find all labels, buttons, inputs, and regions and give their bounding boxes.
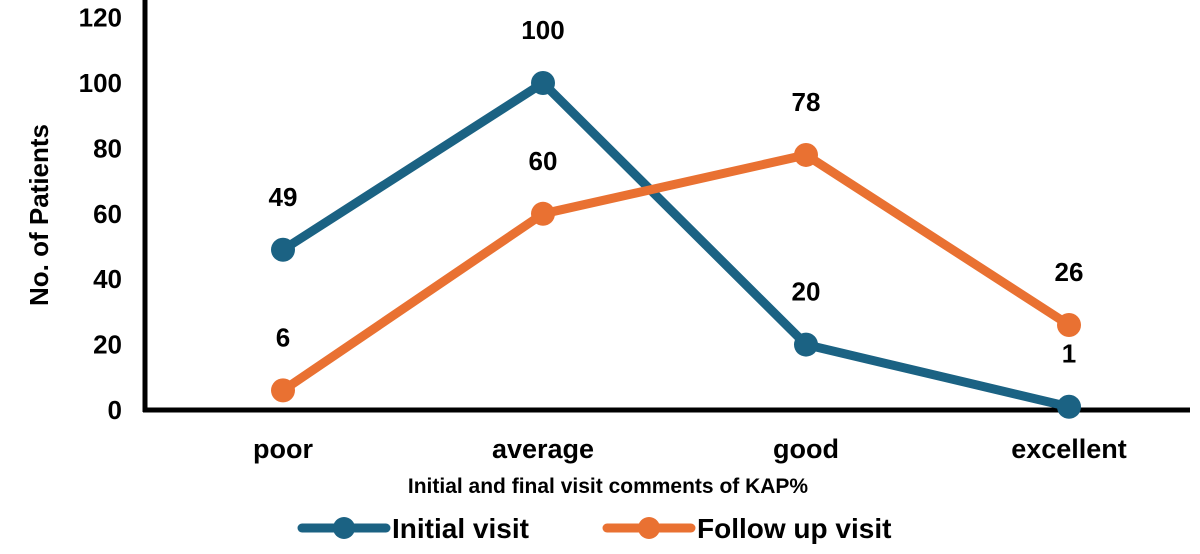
data-label: 6	[276, 322, 290, 352]
legend-label: Follow up visit	[697, 513, 891, 544]
legend-label: Initial visit	[392, 513, 529, 544]
data-label: 20	[792, 277, 821, 307]
legend: Initial visit Follow up visit	[297, 513, 891, 544]
data-point	[271, 237, 295, 262]
y-tick-label: 80	[93, 133, 122, 163]
data-label: 26	[1055, 257, 1084, 287]
x-tick-label: poor	[253, 434, 313, 464]
data-point	[271, 378, 295, 403]
x-axis-label: Initial and final visit comments of KAP%	[408, 475, 809, 498]
legend-marker	[638, 517, 660, 539]
series-line-follow-up	[280, 150, 1072, 395]
data-label: 49	[269, 182, 298, 212]
data-point	[531, 71, 555, 95]
legend-marker	[333, 517, 355, 539]
y-tick-label: 0	[108, 395, 122, 425]
y-tick-label: 20	[93, 330, 122, 360]
data-label: 78	[792, 87, 821, 117]
x-tick-label: good	[773, 434, 839, 464]
series-line-initial	[280, 78, 1071, 412]
axes	[142, 0, 1190, 413]
data-point	[1057, 312, 1081, 337]
data-point	[531, 201, 555, 226]
data-point	[794, 332, 818, 357]
data-point	[794, 142, 818, 167]
x-tick-label: average	[492, 434, 594, 464]
y-tick-label: 120	[79, 3, 122, 33]
y-tick-label: 40	[93, 264, 122, 294]
y-tick-label: 60	[93, 199, 122, 229]
y-axis-label: No. of Patients	[24, 124, 54, 306]
data-label: 1	[1062, 339, 1076, 369]
x-tick-label: excellent	[1011, 434, 1127, 464]
data-point	[1057, 394, 1081, 419]
y-tick-label: 100	[79, 68, 122, 98]
data-label: 60	[529, 146, 558, 176]
data-label: 100	[521, 15, 564, 45]
